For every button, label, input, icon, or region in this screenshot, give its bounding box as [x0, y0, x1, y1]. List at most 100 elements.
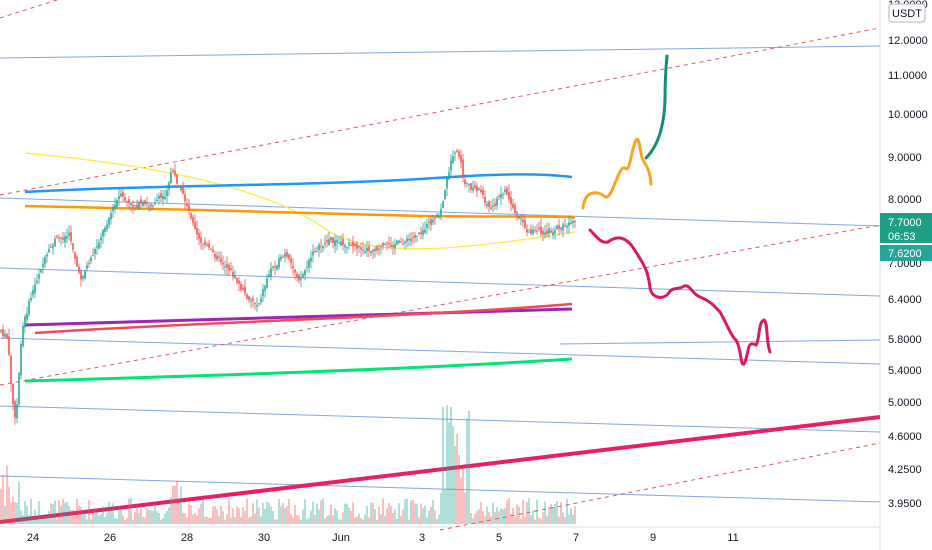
candle-body [148, 206, 150, 208]
candle-body [38, 274, 40, 279]
volume-bar [102, 506, 104, 524]
volume-bar [118, 506, 120, 524]
volume-bar [98, 515, 100, 524]
volume-bar [322, 498, 324, 524]
candle-body [354, 243, 356, 247]
volume-bar [444, 489, 446, 524]
volume-bar [196, 515, 198, 524]
volume-bar [482, 511, 484, 524]
red-trendline [34, 302, 573, 335]
volume-bar [354, 517, 356, 524]
volume-bar [50, 503, 52, 524]
volume-bar [254, 513, 256, 524]
volume-bar [408, 519, 410, 524]
volume-bar [172, 485, 174, 524]
volume-bar [532, 510, 534, 524]
volume-bar [170, 496, 172, 524]
volume-bar [112, 503, 114, 524]
candle-body [488, 201, 490, 208]
volume-bar [416, 503, 418, 524]
volume-bar [466, 418, 468, 524]
volume-bar [366, 506, 368, 524]
candle-body [532, 229, 534, 234]
currency-badge[interactable]: USDT [888, 3, 926, 23]
volume-bar [568, 514, 570, 524]
candle-body [454, 152, 456, 154]
volume-bar [326, 515, 328, 524]
volume-bar [350, 510, 352, 524]
candle-body [312, 251, 314, 256]
candle-body [476, 186, 478, 192]
volume-bar [46, 516, 48, 524]
volume-bar [198, 507, 200, 524]
candle-body [380, 245, 382, 248]
volume-bar [166, 510, 168, 524]
candle-body [358, 245, 360, 248]
volume-bar [148, 509, 150, 524]
candle-body [508, 192, 510, 200]
candle-body [172, 170, 174, 173]
candle-body [560, 227, 562, 230]
volume-bar [208, 517, 210, 524]
volume-bar [54, 500, 56, 524]
currency-label: USDT [892, 8, 922, 20]
candle-body [284, 253, 286, 257]
price-tick-label: 11.0000 [888, 70, 927, 82]
candle-body [82, 275, 84, 279]
volume-bar [28, 515, 30, 524]
candle-body [98, 242, 100, 249]
candle-body [258, 303, 260, 305]
candle-body [456, 150, 458, 152]
candle-body [124, 196, 126, 201]
volume-bar [404, 499, 406, 524]
candle-body [140, 199, 142, 204]
volume-bar [104, 517, 106, 524]
volume-bar [292, 517, 294, 524]
volume-bar [192, 514, 194, 524]
candle-body [136, 204, 138, 208]
candle-body [36, 280, 38, 283]
volume-bar [346, 503, 348, 524]
candle-body [570, 222, 572, 225]
volume-bar [164, 513, 166, 524]
bearish-scenario-pink [588, 228, 772, 366]
candle-body [538, 227, 540, 230]
volume-bar [342, 512, 344, 524]
volume-bar [68, 505, 70, 524]
candle-body [386, 242, 388, 244]
candle-body [146, 203, 148, 205]
volume-bar [158, 512, 160, 524]
candle-body [28, 300, 30, 315]
volume-bar [308, 517, 310, 524]
volume-bar [324, 518, 326, 524]
candle-body [216, 255, 218, 260]
candle-body [192, 217, 194, 224]
time-axis[interactable]: 24 26 28 30 Jun 3 5 7 9 11 [27, 532, 739, 544]
bullish-scenario-green [644, 54, 669, 160]
candle-body [212, 249, 214, 252]
candle-body [186, 203, 188, 207]
volume-bar [64, 502, 66, 524]
candle-body [202, 243, 204, 245]
ma-price-badge: 7.6200 [880, 245, 932, 261]
candle-body [390, 244, 392, 247]
volume-bar [542, 512, 544, 524]
volume-bar [84, 509, 86, 524]
volume-bar [12, 496, 14, 524]
candle-body [536, 230, 538, 232]
volume-bar [20, 510, 22, 524]
volume-bar [546, 515, 548, 524]
volume-bar [2, 474, 4, 524]
candle-body [178, 185, 180, 188]
volume-bar [334, 508, 336, 524]
candle-body [468, 183, 470, 185]
volume-bar [174, 485, 176, 524]
time-tick-label: 9 [650, 532, 656, 544]
candle-body [204, 241, 206, 245]
candle-body [164, 196, 166, 199]
candle-body [574, 220, 576, 222]
candle-body [208, 243, 210, 248]
volume-bar [336, 510, 338, 524]
volume-bar [140, 508, 142, 524]
